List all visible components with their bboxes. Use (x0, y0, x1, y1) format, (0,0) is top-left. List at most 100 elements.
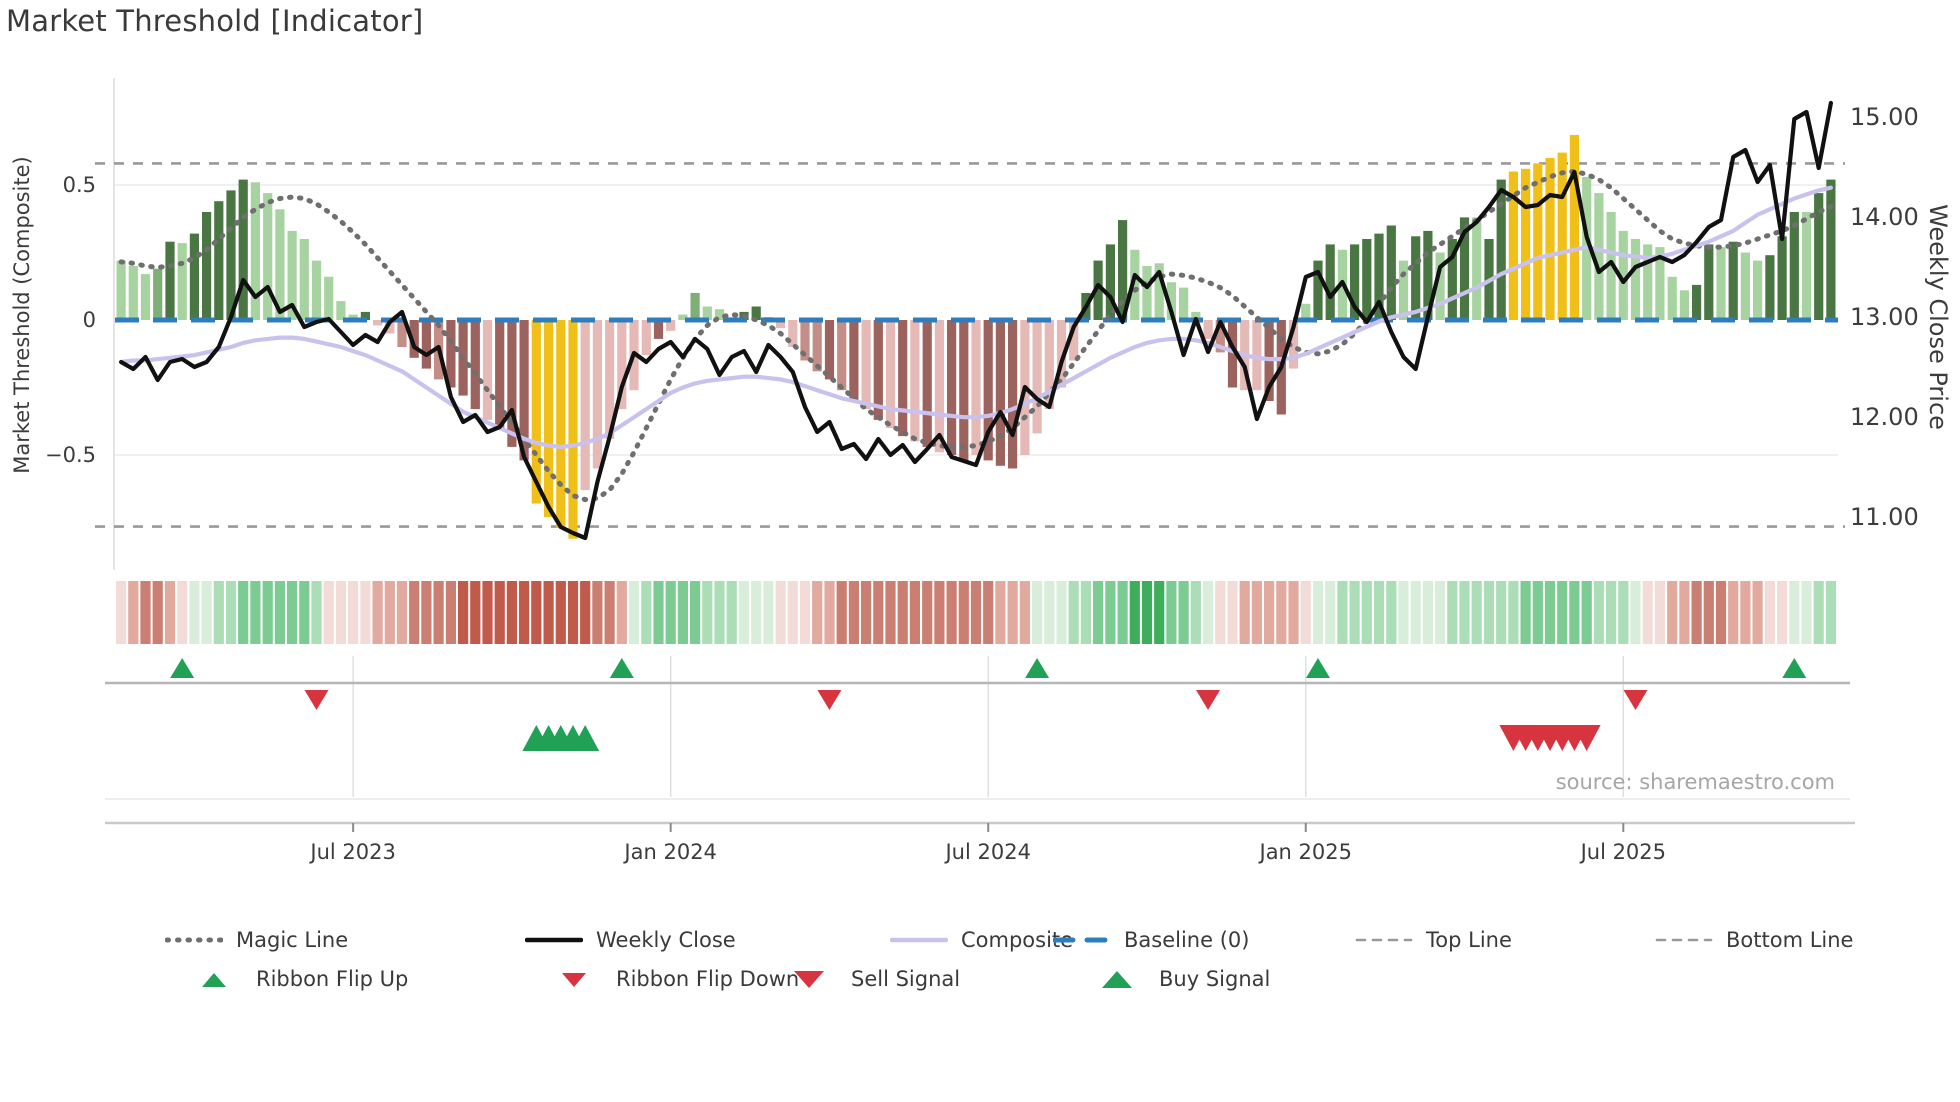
right-tick-label: 12.00 (1850, 403, 1919, 431)
legend-item-baseline-0-: Baseline (0) (1053, 925, 1249, 955)
triangle-up-green-large-icon (1102, 971, 1132, 988)
composite-bar (995, 320, 1005, 466)
ribbon-cell (1813, 581, 1824, 644)
composite-bar (446, 320, 456, 388)
ribbon-cell (1007, 581, 1018, 644)
ribbon-cell (1215, 581, 1226, 644)
weekly-close-line (118, 100, 1834, 541)
legend-item-composite: Composite (890, 925, 1073, 955)
ribbon-cell (934, 581, 945, 644)
ribbon-cell (1044, 581, 1055, 644)
ribbon-cell (775, 581, 786, 644)
composite-bar (287, 230, 297, 320)
ribbon-cell (555, 581, 566, 644)
composite-bar (1288, 320, 1299, 369)
composite-bar (1142, 266, 1152, 320)
ribbon-flip-up-marker (170, 658, 195, 678)
composite-bar (1801, 212, 1812, 320)
ribbon-cell (1630, 581, 1641, 644)
ribbon-cell (1325, 581, 1336, 644)
composite-bar (1301, 303, 1311, 320)
ribbon-cell (164, 581, 176, 644)
ribbon-cell (873, 581, 884, 644)
composite-bar (1789, 212, 1799, 320)
composite-bar (470, 320, 480, 410)
legend-item-label: Top Line (1426, 928, 1512, 952)
ribbon-cell (677, 581, 688, 644)
ribbon-cell (201, 581, 212, 644)
ribbon-cell (787, 581, 798, 644)
composite-bar (1044, 320, 1054, 410)
composite-bar (617, 320, 627, 410)
composite-bar (311, 260, 322, 320)
composite-bar (299, 239, 309, 320)
composite-bar (1777, 236, 1787, 320)
composite-bar (1826, 179, 1836, 320)
ribbon-cell (1373, 581, 1385, 644)
ribbon-cell (299, 581, 310, 644)
ribbon-cell (519, 581, 530, 644)
composite-bar (690, 293, 700, 320)
ribbon-cell (1544, 581, 1556, 644)
ribbon-cell (1764, 581, 1775, 644)
ribbon-flip-up-marker (1305, 658, 1330, 678)
composite-bar (934, 320, 944, 453)
ribbon-cell (1019, 581, 1030, 644)
ribbon-cell (1410, 581, 1421, 644)
composite-bar (922, 320, 932, 447)
composite-bar (238, 179, 248, 320)
ribbon-cell (1447, 581, 1458, 644)
ribbon-cell (1337, 581, 1348, 644)
ribbon-cell (665, 581, 676, 644)
composite-bar (1728, 241, 1738, 320)
legend-item-magic-line: Magic Line (165, 925, 348, 955)
legend-swatch-dashed-gray (1655, 938, 1713, 942)
composite-bar (1459, 217, 1470, 320)
composite-bar (812, 320, 822, 372)
ribbon-cell (995, 581, 1006, 644)
ribbon-cell (1789, 581, 1800, 644)
x-tick-label: Jul 2024 (943, 840, 1030, 864)
source-note: source: sharemaestro.com (1555, 770, 1835, 794)
composite-bar (1618, 230, 1628, 320)
composite-bar (947, 320, 957, 455)
legend-item-ribbon-flip-down: Ribbon Flip Down (545, 964, 799, 994)
ribbon-cell (580, 581, 591, 644)
ribbon-cell (897, 581, 908, 644)
x-tick-label: Jan 2025 (1258, 840, 1353, 864)
composite-bar (1105, 244, 1115, 320)
ribbon-cell (372, 581, 383, 644)
composite-bar (1472, 217, 1482, 320)
composite-bar (1643, 244, 1653, 320)
composite-bar (885, 320, 896, 428)
composite-bar (910, 320, 920, 442)
ribbon-cell (384, 581, 395, 644)
ribbon-cell (824, 581, 835, 644)
ribbon-cell (287, 581, 298, 644)
ribbon-cell (421, 581, 432, 644)
ribbon-flip-down-marker (817, 690, 842, 710)
composite-bar (824, 320, 835, 380)
composite-bar (788, 320, 798, 347)
ribbon-cell (1154, 581, 1165, 644)
ribbon-cell (1532, 581, 1543, 644)
composite-bar (544, 320, 554, 518)
legend-item-label: Magic Line (236, 928, 349, 952)
right-tick-label: 11.00 (1850, 503, 1919, 531)
right-tick-label: 13.00 (1850, 303, 1919, 331)
composite-bar (1252, 320, 1262, 391)
legend-swatch-dotted-gray (165, 937, 223, 943)
composite-bar (653, 320, 664, 339)
composite-bar (336, 301, 346, 320)
composite-bar (189, 233, 199, 320)
composite-bar (1679, 290, 1689, 320)
ribbon-cell (1508, 581, 1519, 644)
composite-bar (1630, 239, 1641, 320)
legend-swatch-dashed-blue (1053, 937, 1111, 943)
composite-bar (580, 320, 590, 491)
composite-bar (1753, 260, 1763, 320)
ribbon-cell (738, 581, 750, 644)
ribbon-cell (1117, 581, 1128, 644)
ribbon-cell (482, 581, 493, 644)
ribbon-cell (1422, 581, 1433, 644)
